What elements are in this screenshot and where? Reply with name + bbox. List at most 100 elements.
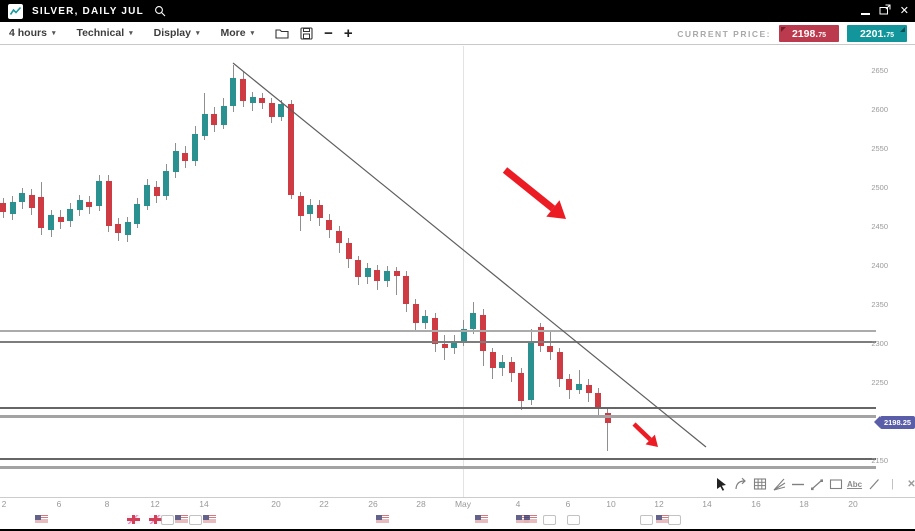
candle-body xyxy=(316,204,323,219)
popout-button[interactable] xyxy=(879,2,891,20)
chart-toolbar: 4 hours ▾ Technical ▾ Display ▾ More ▾ −… xyxy=(0,22,915,45)
candle-body xyxy=(489,352,496,368)
clear-drawings-button[interactable]: ✕ xyxy=(907,478,915,490)
us-flag-event-icon[interactable] xyxy=(376,515,389,524)
bid-price-badge[interactable]: 2198. 75 xyxy=(779,25,839,42)
candle-body xyxy=(38,197,45,229)
candle-body xyxy=(278,104,285,117)
search-icon[interactable] xyxy=(154,5,166,17)
uk-flag-event-icon[interactable] xyxy=(127,515,140,524)
pointer-tool-icon[interactable] xyxy=(714,476,729,492)
calendar-event-icon[interactable] xyxy=(543,515,556,525)
date-axis-label: 6 xyxy=(565,499,571,509)
candle-body xyxy=(172,151,179,173)
current-price-label: CURRENT PRICE: xyxy=(677,28,771,39)
date-axis-label: 12 xyxy=(150,499,160,509)
rectangle-tool-icon[interactable] xyxy=(828,476,843,492)
horizontal-level-line[interactable] xyxy=(0,466,876,469)
us-flag-event-icon[interactable] xyxy=(175,515,188,524)
calendar-event-icon[interactable] xyxy=(567,515,580,525)
candle-body xyxy=(57,216,64,223)
curved-arrow-tool-icon[interactable] xyxy=(733,476,748,492)
us-flag-event-icon[interactable] xyxy=(203,515,216,524)
display-label: Display xyxy=(153,27,191,39)
minimize-button[interactable] xyxy=(860,2,870,20)
save-icon[interactable] xyxy=(300,26,313,40)
horizontal-level-line[interactable] xyxy=(0,407,876,409)
price-axis-label: 2650 xyxy=(871,66,888,75)
candle-body xyxy=(566,378,573,390)
arrow-down-icon xyxy=(781,27,786,32)
grid-tool-icon[interactable] xyxy=(752,476,767,492)
candle-body xyxy=(374,269,381,281)
zoom-out-button[interactable]: − xyxy=(324,24,333,42)
horizontal-level-line[interactable] xyxy=(0,341,876,343)
calendar-event-icon[interactable] xyxy=(640,515,653,525)
date-axis-label: 10 xyxy=(606,499,616,509)
close-button[interactable]: ✕ xyxy=(899,4,909,17)
us-flag-event-icon[interactable] xyxy=(656,515,669,524)
fan-lines-tool-icon[interactable] xyxy=(771,476,786,492)
candle-body xyxy=(211,113,218,125)
bid-price-frac: 75 xyxy=(818,31,827,39)
candle-body xyxy=(297,196,304,216)
horizontal-level-line[interactable] xyxy=(0,458,876,460)
horizontal-level-line[interactable] xyxy=(0,415,876,418)
trend-segment-tool-icon[interactable] xyxy=(809,476,824,492)
date-axis-label: 12 xyxy=(654,499,664,509)
horizontal-line-tool-icon[interactable] xyxy=(790,476,805,492)
us-flag-event-icon[interactable] xyxy=(524,515,537,524)
candle-body xyxy=(499,361,506,368)
date-axis-label: 4 xyxy=(515,499,521,509)
calendar-event-icon[interactable] xyxy=(668,515,681,525)
candle-body xyxy=(96,180,102,207)
candle-body xyxy=(518,372,525,402)
candle-wick xyxy=(578,369,580,395)
candle-body xyxy=(9,201,16,214)
last-price-tag: 2198.25 xyxy=(874,415,915,429)
text-tool[interactable]: Abc xyxy=(846,479,863,489)
ask-price-main: 2201. xyxy=(859,27,887,40)
technical-dropdown[interactable]: Technical ▾ xyxy=(76,27,132,39)
ask-price-frac: 75 xyxy=(886,31,895,39)
price-axis-label: 2550 xyxy=(871,144,888,153)
price-axis-label: 2350 xyxy=(871,300,888,309)
timeframe-value: 4 hours xyxy=(9,27,47,39)
us-flag-event-icon[interactable] xyxy=(475,515,488,524)
candle-body xyxy=(345,243,352,259)
candle-body xyxy=(547,346,554,353)
display-dropdown[interactable]: Display ▾ xyxy=(154,27,200,39)
symbol-title: SILVER, DAILY JUL xyxy=(32,5,144,17)
diagonal-line-tool-icon[interactable] xyxy=(866,476,881,492)
candle-body xyxy=(403,275,410,304)
horizontal-level-line[interactable] xyxy=(0,330,876,332)
us-flag-event-icon[interactable] xyxy=(35,515,48,524)
date-axis-label: 2 xyxy=(1,499,7,509)
ask-price-badge[interactable]: 2201. 75 xyxy=(847,25,907,42)
candle-body xyxy=(48,215,54,230)
candle-body xyxy=(153,187,160,196)
candle-body xyxy=(144,185,150,206)
price-axis-label: 2450 xyxy=(871,222,888,231)
open-folder-icon[interactable] xyxy=(275,27,289,39)
us-flag-event-icon[interactable] xyxy=(516,515,529,524)
chevron-down-icon: ▾ xyxy=(129,30,133,37)
timeframe-dropdown[interactable]: 4 hours ▾ xyxy=(9,27,55,39)
date-axis-label: 20 xyxy=(271,499,281,509)
candle-body xyxy=(422,316,429,323)
title-bar: SILVER, DAILY JUL ✕ xyxy=(0,0,915,22)
uk-flag-event-icon[interactable] xyxy=(149,515,162,524)
price-axis-label: 2250 xyxy=(871,378,888,387)
candle-body xyxy=(364,268,371,277)
candle-body xyxy=(480,314,486,351)
price-axis-label: 2300 xyxy=(871,339,888,348)
candle-body xyxy=(67,208,74,222)
more-dropdown[interactable]: More ▾ xyxy=(221,27,255,39)
date-axis-label: 18 xyxy=(799,499,809,509)
calendar-event-icon[interactable] xyxy=(161,515,174,525)
zoom-in-button[interactable]: + xyxy=(343,24,353,42)
date-axis-label: May xyxy=(454,499,472,509)
calendar-event-icon[interactable] xyxy=(189,515,202,525)
